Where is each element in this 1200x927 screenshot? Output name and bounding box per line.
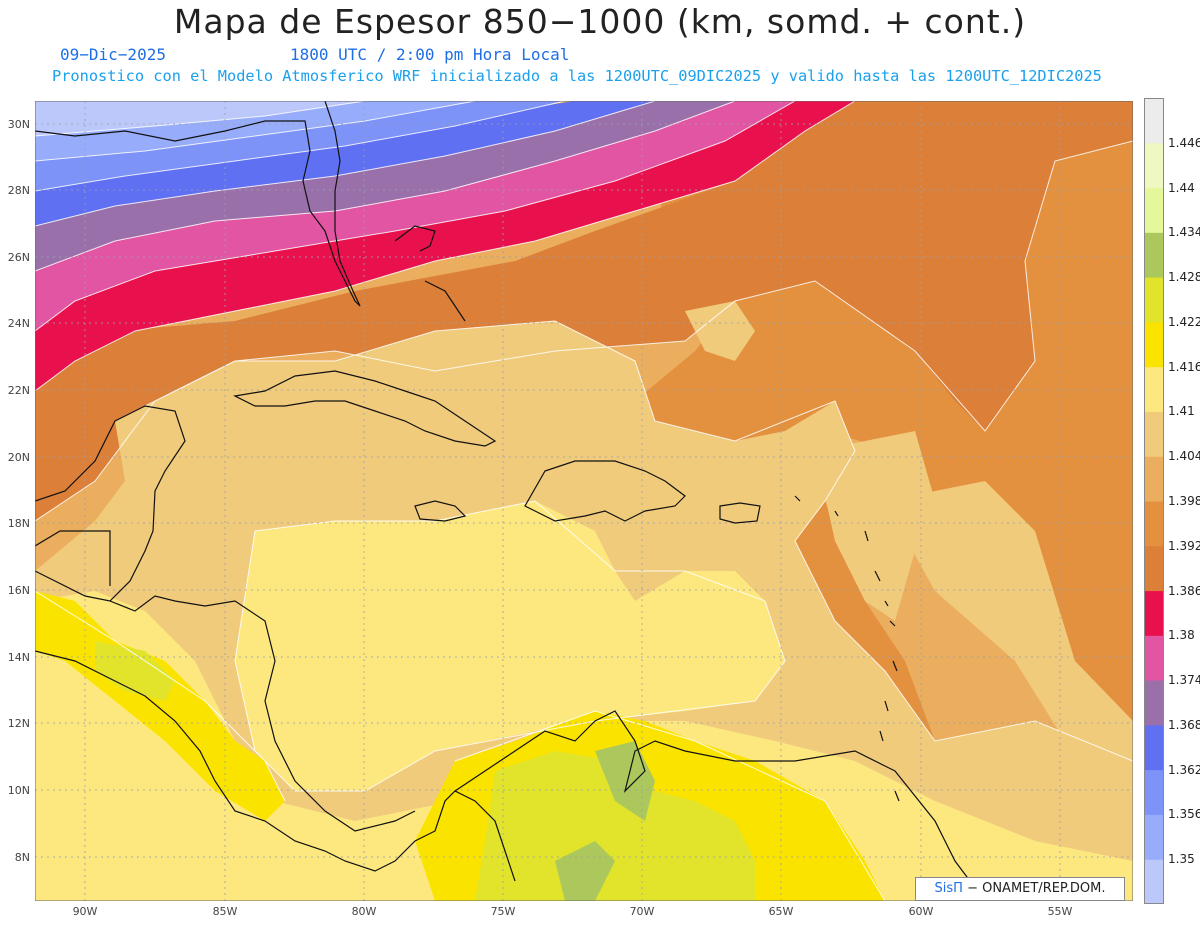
lat-label-12n: 12N [7,717,30,730]
colorbar-label: 1.374 [1168,673,1200,688]
lon-label-80w: 80W [351,905,377,918]
lat-label-8n: 8N [14,851,30,864]
colorbar-label: 1.404 [1168,449,1200,464]
colorbar-label: 1.446 [1168,135,1200,150]
fill-caribbean-yellow [235,501,785,791]
fill-northwest-orange [35,101,1133,521]
colorbar-label: 1.44 [1168,180,1195,195]
colorbar-swatch [1144,456,1164,502]
colorbar-label: 1.356 [1168,807,1200,822]
colorbar-label: 1.35 [1168,852,1195,867]
colorbar-swatch [1144,187,1164,233]
colorbar-label: 1.41 [1168,404,1195,419]
fill-colombia-green-2 [555,841,615,901]
lon-label-90w: 90W [72,905,98,918]
lat-label-22n: 22N [7,384,30,397]
lat-lon-grid [35,101,1133,901]
fill-colombia-lime [475,751,755,901]
lat-label-24n: 24N [7,317,30,330]
fill-band-red [35,101,855,391]
fill-band-pale-blue [35,101,365,136]
lat-label-30n: 30N [7,118,30,131]
colorbar-swatch [1144,98,1164,144]
colorbar-swatch [1144,724,1164,771]
colorbar-label: 1.398 [1168,494,1200,508]
colorbar-swatch [1144,142,1164,189]
forecast-description: Pronostico con el Modelo Atmosferico WRF… [52,67,1102,85]
colorbar-swatch [1144,545,1164,592]
credit-box: SisΠ − ONAMET/REP.DOM. [915,877,1125,901]
fill-band-magenta [35,101,795,331]
thickness-map [35,101,1133,901]
lon-label-60w: 60W [908,905,934,918]
map-title: Mapa de Espesor 850−1000 (km, somd. + co… [173,2,1027,41]
credit-text: − ONAMET/REP.DOM. [967,881,1106,896]
lat-label-28n: 28N [7,184,30,197]
colorbar-swatch [1144,232,1164,278]
lon-label-55w: 55W [1047,905,1073,918]
colorbar-swatch [1144,859,1164,904]
colorbar-label: 1.38 [1168,628,1195,643]
colorbar-swatch [1144,366,1164,412]
coastlines [35,101,986,901]
fill-colombia-green [595,741,655,821]
lat-label-18n: 18N [7,517,30,530]
colorbar-swatch [1144,321,1164,368]
colorbar-label: 1.428 [1168,270,1200,285]
colorbar-swatch [1144,411,1164,457]
colorbar-label: 1.392 [1168,538,1200,553]
colorbar-swatch [1144,590,1164,636]
lat-label-26n: 26N [7,251,30,264]
contour-lines [35,101,1133,901]
lon-label-70w: 70W [629,905,655,918]
colorbar-swatch [1144,501,1164,547]
colorbar-swatch [1144,277,1164,323]
colorbar-swatch [1144,769,1164,815]
colorbar-label: 1.434 [1168,225,1200,240]
fill-far-east-tan [885,481,1133,801]
colorbar [1144,98,1164,904]
colorbar-label: 1.422 [1168,314,1200,329]
colorbar-label: 1.416 [1168,359,1200,374]
fill-band-purple [35,101,735,271]
fill-island-tan [685,301,755,361]
colorbar-label: 1.362 [1168,762,1200,777]
colorbar-swatch [1144,814,1164,860]
colorbar-swatch [1144,680,1164,726]
lat-label-14n: 14N [7,651,30,664]
fill-east-tan [815,431,935,621]
forecast-time: 1800 UTC / 2:00 pm Hora Local [290,45,570,64]
lon-label-85w: 85W [212,905,238,918]
colorbar-label: 1.386 [1168,583,1200,598]
colorbar-swatch [1144,635,1164,681]
lat-label-16n: 16N [7,584,30,597]
credit-brand: SisΠ [934,881,963,896]
fill-honduras-lime [95,641,175,701]
lat-label-10n: 10N [7,784,30,797]
lon-label-65w: 65W [768,905,794,918]
colorbar-label: 1.368 [1168,717,1200,732]
forecast-date: 09−Dic−2025 [60,45,166,64]
lon-label-75w: 75W [490,905,516,918]
lat-label-20n: 20N [7,451,30,464]
